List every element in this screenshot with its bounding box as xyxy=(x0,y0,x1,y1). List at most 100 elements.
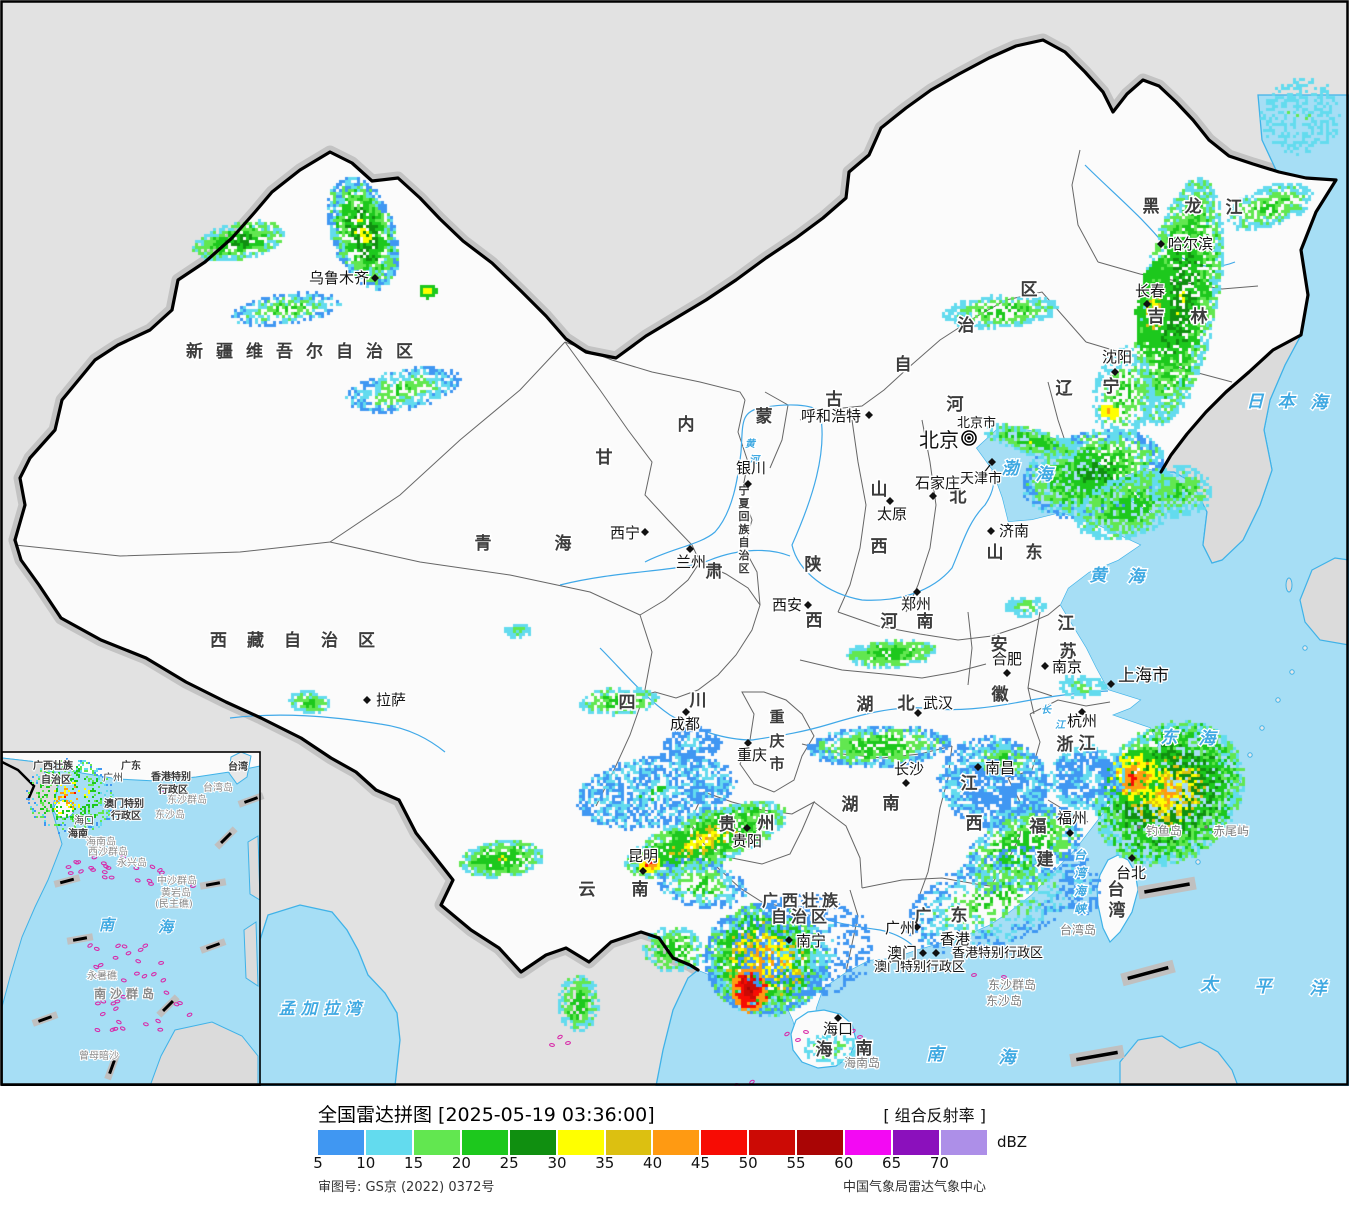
legend-color-swatch xyxy=(749,1130,796,1155)
inset-echo-pixel xyxy=(82,764,84,766)
inset-echo-pixel xyxy=(70,792,72,794)
inset-echo-pixel xyxy=(44,770,46,772)
inset-echo-pixel xyxy=(106,790,108,792)
city-label: 台北 xyxy=(1116,864,1146,882)
province-label: 州 xyxy=(757,814,775,834)
island-mark xyxy=(120,978,127,983)
inset-echo-pixel xyxy=(72,802,74,804)
province-label: 山 xyxy=(871,480,888,500)
inset-echo-pixel xyxy=(82,816,84,818)
island-markers xyxy=(549,973,1007,1086)
inset-echo-pixel xyxy=(66,774,68,776)
inset-echo-pixel xyxy=(32,812,34,814)
colorbar-tick: 5 xyxy=(313,1154,323,1172)
sea-labels: 渤海黄 海东 海日本海南 海太平洋台湾海峡黄河长江孟加拉湾 xyxy=(278,391,1332,1070)
sea-label: 洋 xyxy=(1310,979,1330,999)
inset-echo-pixel xyxy=(86,830,88,832)
city-label: 兰州 xyxy=(676,553,706,571)
city-label: 郑州 xyxy=(901,595,931,613)
inset-echo-pixel xyxy=(58,768,60,770)
sea-label: 孟加拉湾 xyxy=(279,999,367,1018)
island-mark xyxy=(133,866,140,871)
province-label: 湖 xyxy=(842,795,859,815)
inset-echo-pixel xyxy=(64,766,66,768)
inset-echo-pixel xyxy=(100,802,102,804)
inset-echo-pixel xyxy=(70,818,72,820)
inset-echo-pixel xyxy=(44,772,46,774)
province-label: 新疆维吾尔自治区 xyxy=(186,341,426,362)
inset-echo-pixel xyxy=(94,774,96,776)
inset-echo-pixel xyxy=(48,790,50,792)
colorbar-tick: 70 xyxy=(929,1154,949,1172)
province-label: 南 xyxy=(632,879,649,900)
inset-echo-pixel xyxy=(80,812,82,814)
city-label: 福州 xyxy=(1057,809,1087,827)
city-label: 昆明 xyxy=(628,847,658,865)
inset-echo-pixel xyxy=(82,760,84,762)
inset-echo-pixel xyxy=(92,826,94,828)
inset-echo-pixel xyxy=(38,792,40,794)
inset-echo-pixel xyxy=(76,818,78,820)
inset-echo-pixel xyxy=(38,812,40,814)
inset-echo-pixel xyxy=(84,812,86,814)
island-mark xyxy=(143,1022,149,1027)
inset-echo-pixel xyxy=(106,784,108,786)
inset-echo-pixel xyxy=(62,762,64,764)
inset-echo-pixel xyxy=(60,792,62,794)
inset-echo-pixel xyxy=(78,790,80,792)
inset-echo-pixel xyxy=(100,824,102,826)
inset-echo-pixel xyxy=(64,796,66,798)
inset-echo-pixel xyxy=(52,782,54,784)
national-border xyxy=(13,38,1338,542)
inset-echo-pixel xyxy=(64,794,66,796)
inset-label: 南沙群岛 xyxy=(94,986,158,1001)
province-label: 广西壮族 xyxy=(762,891,842,910)
inset-echo-pixel xyxy=(70,816,72,818)
inset-echo-pixel xyxy=(76,828,78,830)
inset-echo-pixel xyxy=(44,816,46,818)
inset-echo-pixel xyxy=(56,774,58,776)
sea-label: 黄 xyxy=(745,438,757,450)
city-marker xyxy=(932,949,940,957)
inset-echo-pixel xyxy=(90,766,92,768)
legend-color-swatch xyxy=(797,1130,844,1155)
sea-label: 平 xyxy=(1255,977,1274,997)
city-label: 西安 xyxy=(772,596,802,614)
city-label: 合肥 xyxy=(992,650,1022,668)
inset-echo-pixel xyxy=(42,802,44,804)
colorbar-tick-labels: 5 10 15 20 25 30 35 40 45 50 55 60 65 70 xyxy=(313,1154,1018,1174)
inset-echo-pixel xyxy=(52,780,54,782)
inset-echo-pixel xyxy=(74,784,76,786)
inset-echo-pixel xyxy=(30,780,32,782)
city-marker xyxy=(1107,680,1115,688)
inset-echo-pixel xyxy=(86,768,88,770)
inset-echo-pixel xyxy=(104,804,106,806)
inset-echo-pixel xyxy=(60,824,62,826)
island-mark xyxy=(158,960,165,965)
city-marker xyxy=(1143,300,1151,308)
inset-echo-pixel xyxy=(32,776,34,778)
inset-echo-pixel xyxy=(72,806,74,808)
province-label: 肃 xyxy=(706,562,723,582)
city-marker xyxy=(1066,829,1074,837)
province-label: 西 xyxy=(806,611,823,631)
inset-echo-pixel xyxy=(44,794,46,796)
city-label: 天津市 xyxy=(960,470,1002,487)
inset-echo-pixel xyxy=(86,762,88,764)
city-label: 香港 xyxy=(940,930,970,948)
city-marker xyxy=(1003,669,1011,677)
inset-echo-pixel xyxy=(74,786,76,788)
china-radar-map: 广西壮族 自治区 广东 广州 香港特别 行政区 澳门特别 行政区 台湾 台湾岛 东沙群岛 东沙岛 海口海… xyxy=(0,0,1349,1086)
inset-echo-pixel xyxy=(40,808,42,810)
inset-echo-pixel xyxy=(40,786,42,788)
dash-segment xyxy=(1127,965,1169,981)
inset-label: (民主礁) xyxy=(155,897,193,910)
province-label: 安 xyxy=(991,634,1008,655)
city-label: 澳门 xyxy=(887,944,917,962)
province-label: 内 xyxy=(678,414,695,435)
inset-echo-pixel xyxy=(78,770,80,772)
province-label: 山 xyxy=(987,543,1004,563)
inset-echo-pixel xyxy=(50,804,52,806)
inset-echo-pixel xyxy=(66,766,68,768)
